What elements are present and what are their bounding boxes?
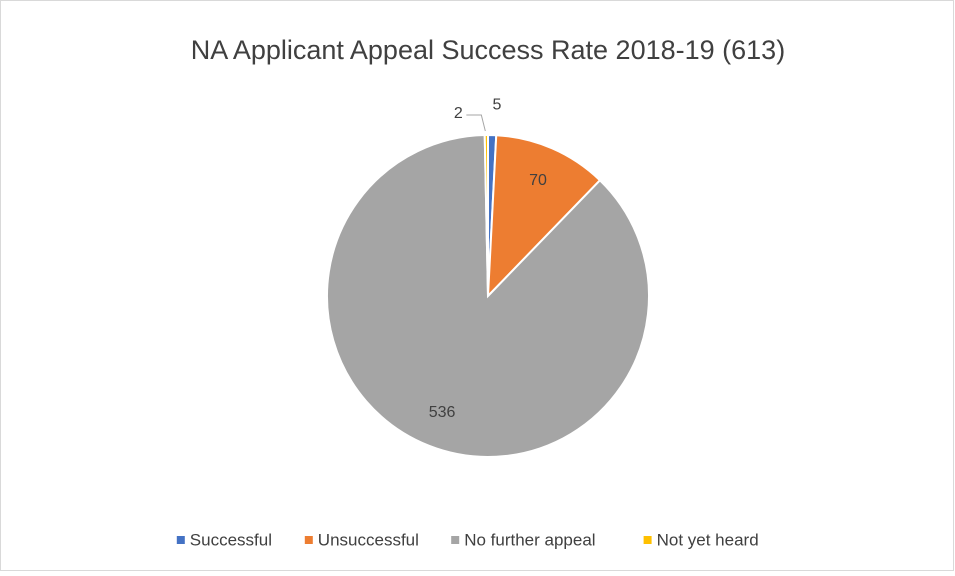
data-label: 70: [529, 172, 547, 189]
legend-label: Successful: [190, 530, 272, 549]
pie-slice: [483, 133, 489, 297]
legend-label: Unsuccessful: [318, 530, 419, 549]
data-label: 5: [492, 96, 501, 113]
legend-swatch: [176, 536, 185, 544]
chart-title: NA Applicant Appeal Success Rate 2018-19…: [191, 35, 785, 65]
legend-swatch: [643, 536, 652, 544]
legend-label: Not yet heard: [657, 530, 759, 549]
legend-swatch: [304, 536, 313, 544]
legend-swatch: [451, 536, 460, 544]
data-label: 536: [429, 404, 456, 421]
pie-slice: [486, 134, 602, 299]
legend-label: No further appeal: [464, 530, 595, 549]
data-label: 2: [454, 105, 463, 122]
leader-line: [466, 114, 486, 132]
